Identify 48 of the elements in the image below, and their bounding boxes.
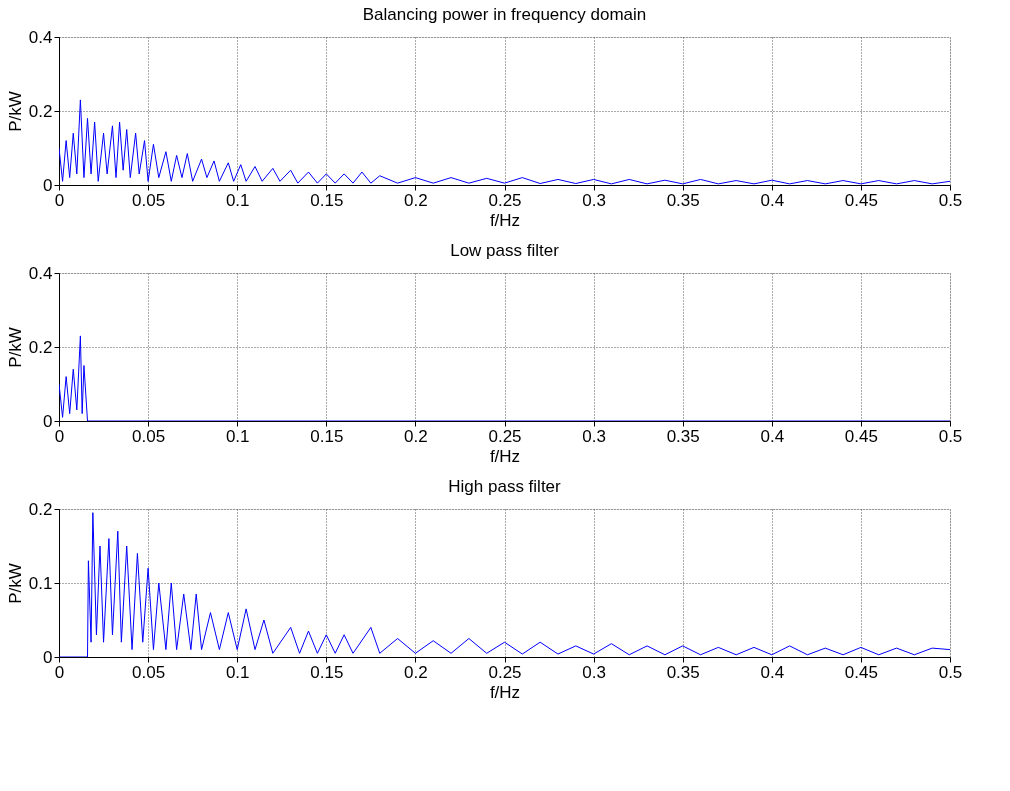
x-tick-label: 0.2 (404, 662, 428, 682)
x-tick-label: 0.15 (310, 190, 344, 210)
x-tick-label: 0.3 (582, 190, 606, 210)
y-tick-label: 0 (43, 411, 53, 431)
y-axis-title: P/kW (5, 91, 25, 132)
x-tick-label: 0.3 (582, 662, 606, 682)
x-tick-label: 0.35 (666, 662, 700, 682)
x-axis-title: f/Hz (489, 446, 521, 466)
chart-title: Low pass filter (450, 241, 560, 260)
x-tick-label: 0.15 (310, 426, 344, 446)
x-axis-title: f/Hz (489, 682, 521, 702)
x-tick-label: 0.2 (404, 190, 428, 210)
x-tick-label: 0.05 (132, 426, 166, 446)
y-tick-label: 0.2 (28, 101, 53, 121)
x-tick-label: 0.2 (404, 426, 428, 446)
y-tick-label: 0.4 (28, 27, 53, 47)
x-tick-label: 0.25 (488, 662, 522, 682)
y-axis-title: P/kW (5, 327, 25, 368)
y-axis-title: P/kW (5, 563, 25, 604)
x-tick-label: 0.5 (938, 662, 963, 682)
x-tick-label: 0.35 (666, 426, 700, 446)
x-tick-label: 0.5 (938, 426, 963, 446)
x-tick-label: 0.45 (844, 426, 878, 446)
x-tick-label: 0.05 (132, 190, 166, 210)
x-tick-label: 0.1 (225, 426, 250, 446)
x-tick-label: 0.1 (225, 662, 250, 682)
y-tick-label: 0.1 (28, 573, 53, 593)
x-tick-label: 0.45 (844, 190, 878, 210)
x-tick-label: 0.05 (132, 662, 166, 682)
y-tick-label: 0 (43, 175, 53, 195)
x-tick-label: 0.25 (488, 190, 522, 210)
x-tick-label: 0.5 (938, 190, 963, 210)
x-tick-label: 0.15 (310, 662, 344, 682)
y-tick-label: 0.2 (28, 499, 53, 519)
x-tick-label: 0.4 (760, 190, 785, 210)
y-tick-label: 0 (43, 647, 53, 667)
y-tick-label: 0.2 (28, 337, 53, 357)
x-tick-label: 0.35 (666, 190, 700, 210)
y-tick-label: 0.4 (28, 263, 53, 283)
x-tick-label: 0.25 (488, 426, 522, 446)
x-tick-label: 0.3 (582, 426, 606, 446)
x-tick-label: 0.4 (760, 426, 785, 446)
chart-title: Balancing power in frequency domain (362, 5, 647, 24)
x-tick-label: 0.45 (844, 662, 878, 682)
x-tick-label: 0.4 (760, 662, 785, 682)
x-axis-title: f/Hz (489, 210, 521, 230)
chart-title: High pass filter (448, 477, 562, 496)
x-tick-label: 0.1 (225, 190, 250, 210)
